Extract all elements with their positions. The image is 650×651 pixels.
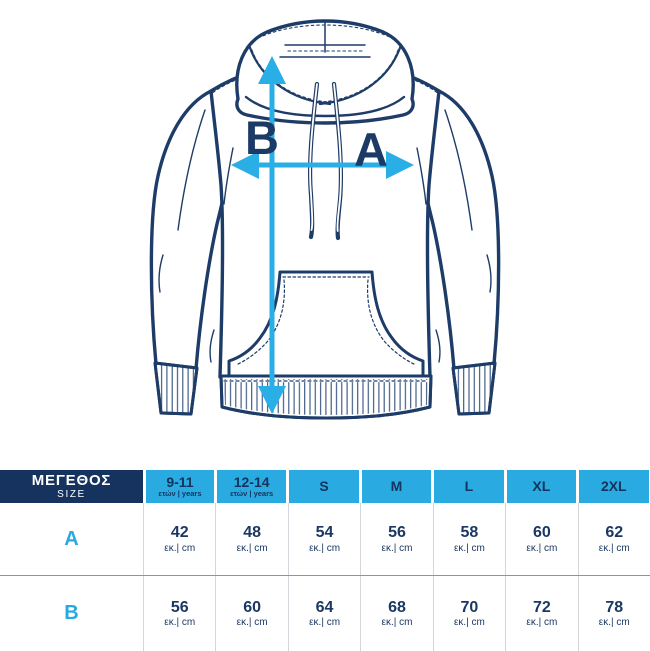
value-cell: 60 εκ.| cm [215,576,287,651]
label-B: B [245,111,279,164]
value-cell: 56 εκ.| cm [143,576,215,651]
value-cell: 68 εκ.| cm [360,576,432,651]
value-cell: 62 εκ.| cm [577,503,650,575]
value-cell: 42 εκ.| cm [143,503,215,575]
row-label-a: A [64,527,79,550]
value-cell: 48 εκ.| cm [215,503,287,575]
length-arrow-B [258,56,286,414]
col-header-l: L [433,470,505,503]
value-cell: 72 εκ.| cm [505,576,577,651]
drawstrings [308,81,343,241]
value-cell: 54 εκ.| cm [287,503,360,575]
col-header-12-14: 12-14 ετών | years [215,470,287,503]
col-header-9-11: 9-11 ετών | years [143,470,215,503]
value-cell: 58 εκ.| cm [432,503,505,575]
value-cell: 60 εκ.| cm [505,503,577,575]
row-label-b: B [64,602,79,624]
value-cell: 70 εκ.| cm [432,576,505,651]
measure-arrows [231,56,414,414]
value-cell: 64 εκ.| cm [287,576,360,651]
size-header-subtitle: SIZE [57,488,86,500]
size-header-title: ΜΕΓΕΘΟΣ [31,471,112,489]
value-cell: 78 εκ.| cm [577,576,650,651]
size-table: ΜΕΓΕΘΟΣ SIZE 9-11 ετών | years 12-14 ετώ… [0,470,650,651]
kangaroo-pocket [227,270,425,378]
label-A: A [354,123,388,176]
size-table-header-row: ΜΕΓΕΘΟΣ SIZE 9-11 ετών | years 12-14 ετώ… [0,470,650,503]
width-arrow-A [231,151,414,179]
size-header-cell: ΜΕΓΕΘΟΣ SIZE [0,470,143,503]
value-cell: 56 εκ.| cm [360,503,432,575]
col-header-xl: XL [505,470,577,503]
table-row-b: B 56 εκ.| cm 60 εκ.| cm 64 εκ.| cm 68 εκ… [0,575,650,651]
table-row-a: A 42 εκ.| cm 48 εκ.| cm 54 εκ.| cm 56 εκ… [0,503,650,575]
hoodie-measurement-diagram: B A [149,19,501,420]
col-header-2xl: 2XL [578,470,650,503]
hoodie-illustration: B A [149,19,501,420]
col-header-m: M [360,470,432,503]
col-header-s: S [288,470,360,503]
